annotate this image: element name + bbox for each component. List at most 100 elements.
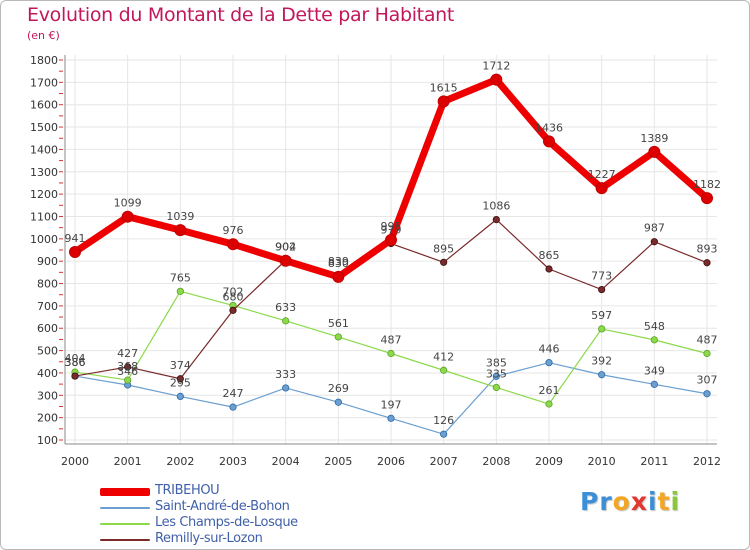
data-label: 349 <box>644 364 665 377</box>
data-point <box>703 349 711 358</box>
data-point <box>69 246 81 259</box>
data-point <box>492 383 500 392</box>
data-label: 295 <box>170 376 191 389</box>
x-tick-label: 2004 <box>272 455 300 468</box>
logo-letter: i <box>648 487 658 516</box>
proxiti-logo: Proxiti <box>580 487 680 516</box>
x-tick-label: 2010 <box>588 455 616 468</box>
data-label: 126 <box>433 414 454 427</box>
data-point <box>545 400 553 408</box>
data-label: 1712 <box>482 60 510 73</box>
legend-label: TRIBEHOU <box>155 483 220 498</box>
y-tick-label: 300 <box>37 389 58 402</box>
y-tick-label: 1300 <box>30 166 58 179</box>
data-label: 385 <box>486 356 507 369</box>
data-point <box>598 285 606 294</box>
data-label: 680 <box>223 290 244 303</box>
data-label: 374 <box>170 359 191 372</box>
data-label: 941 <box>65 232 86 245</box>
data-point <box>332 270 345 283</box>
data-point <box>492 216 500 224</box>
y-tick-label: 1500 <box>30 121 58 134</box>
grid-layer <box>65 55 717 444</box>
data-point <box>598 325 606 333</box>
data-label: 269 <box>328 382 349 395</box>
data-label: 487 <box>381 333 402 346</box>
data-label: 995 <box>381 220 402 233</box>
y-tick-label: 1100 <box>30 210 58 223</box>
y-tick-label: 700 <box>37 300 58 313</box>
data-point <box>385 233 397 246</box>
data-point <box>650 238 658 246</box>
data-label: 335 <box>486 367 507 380</box>
data-label: 1039 <box>166 210 194 223</box>
data-label: 633 <box>275 301 296 314</box>
data-point <box>282 384 290 392</box>
logo-letter: i <box>670 487 681 516</box>
y-tick-label: 1400 <box>30 143 58 156</box>
logo-letter: t <box>657 487 671 516</box>
data-point <box>440 366 448 374</box>
data-point <box>492 372 500 380</box>
data-label: 1436 <box>535 121 563 134</box>
series-layer <box>69 73 713 438</box>
x-tick-label: 2007 <box>430 455 458 468</box>
label-layer: 386 346 295 247 333 269 197 126 385 446 392 349 307 4… <box>65 60 722 428</box>
y-tick-label: 1800 <box>30 54 58 67</box>
data-point <box>227 238 239 251</box>
x-tick-label: 2012 <box>693 455 721 468</box>
x-tick-label: 2000 <box>61 455 89 468</box>
data-point <box>124 376 132 384</box>
y-tick-label: 1200 <box>30 188 58 201</box>
data-label: 1389 <box>640 132 668 145</box>
legend-label: Les Champs-de-Losque <box>155 515 298 530</box>
legend-label: Remilly-sur-Lozon <box>155 531 263 546</box>
x-tick-label: 2009 <box>535 455 563 468</box>
y-tick-label: 600 <box>37 322 58 335</box>
data-label: 346 <box>117 365 138 378</box>
data-point <box>176 287 184 295</box>
legend-swatch <box>100 539 150 541</box>
data-label: 247 <box>223 387 244 400</box>
chart-title: Evolution du Montant de la Dette par Hab… <box>27 4 455 26</box>
x-tick-label: 2002 <box>166 455 194 468</box>
data-label: 773 <box>591 270 612 283</box>
data-label: 1086 <box>482 200 510 213</box>
y-tick-label: 1600 <box>30 99 58 112</box>
logo-letter: r <box>599 487 613 516</box>
data-label: 902 <box>275 241 296 254</box>
data-point <box>387 349 395 358</box>
data-point <box>703 259 711 267</box>
data-label: 1227 <box>588 168 616 181</box>
data-point <box>650 336 658 344</box>
legend-swatch <box>100 507 150 509</box>
data-point <box>598 371 606 379</box>
data-point <box>437 95 450 108</box>
data-point <box>124 363 132 371</box>
data-label: 368 <box>117 360 138 373</box>
data-label: 830 <box>328 257 349 270</box>
data-label: 893 <box>697 243 718 256</box>
legend-label: Saint-André-de-Bohon <box>155 499 290 514</box>
data-label: 987 <box>644 222 665 235</box>
x-tick-label: 2006 <box>377 455 405 468</box>
data-label: 904 <box>275 240 296 253</box>
x-tick-label: 2011 <box>640 455 668 468</box>
data-label: 561 <box>328 317 349 330</box>
data-label: 261 <box>539 384 560 397</box>
data-label: 392 <box>591 355 612 368</box>
y-tick-label: 800 <box>37 278 58 291</box>
data-point <box>176 375 184 383</box>
data-point <box>701 192 713 205</box>
data-label: 976 <box>223 224 244 237</box>
legend-swatch <box>100 488 150 496</box>
data-label: 412 <box>433 350 454 363</box>
data-label: 839 <box>328 255 349 268</box>
data-point <box>334 398 342 406</box>
data-label: 979 <box>381 224 402 237</box>
data-label: 765 <box>170 271 191 284</box>
x-tick-label: 2001 <box>114 455 142 468</box>
data-point <box>595 182 608 195</box>
data-point <box>703 390 711 398</box>
axis-layer: 100 200 300 400 500 600 700 800 900 1000 1100 1200 1… <box>30 54 721 468</box>
